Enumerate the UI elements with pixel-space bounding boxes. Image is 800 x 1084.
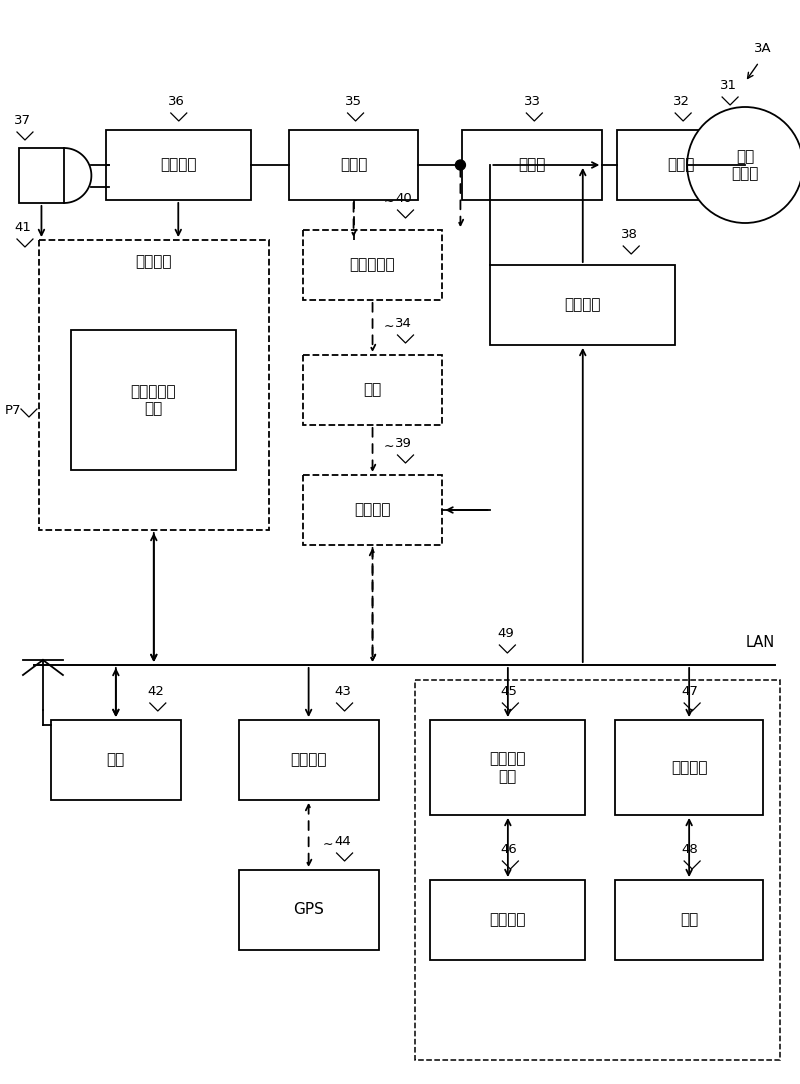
Text: 断路器: 断路器	[518, 157, 546, 172]
Text: 47: 47	[682, 685, 698, 698]
Text: ∼: ∼	[322, 838, 333, 851]
Bar	[302, 354, 442, 425]
Bar	[462, 130, 602, 201]
Text: GPS: GPS	[293, 903, 324, 917]
Text: 46: 46	[500, 843, 517, 856]
Text: 电流传感器: 电流传感器	[350, 258, 395, 272]
Bar	[71, 330, 236, 470]
Text: 导航控制: 导航控制	[290, 752, 327, 767]
Text: 45: 45	[500, 685, 517, 698]
Text: 充电控制: 充电控制	[135, 255, 172, 270]
Bar	[19, 149, 64, 203]
Text: 主体控制: 主体控制	[671, 760, 707, 775]
Text: 43: 43	[334, 685, 351, 698]
Bar	[430, 880, 586, 960]
Text: 断路器: 断路器	[340, 157, 367, 172]
Text: 电动
发电机: 电动 发电机	[731, 149, 758, 181]
Circle shape	[687, 107, 800, 223]
Text: 38: 38	[621, 228, 638, 241]
Text: 34: 34	[395, 317, 412, 330]
Bar	[302, 230, 442, 300]
Text: 32: 32	[673, 95, 690, 108]
Text: 42: 42	[147, 685, 164, 698]
Bar	[238, 720, 378, 800]
Text: 驱动控制: 驱动控制	[565, 297, 601, 312]
Text: 36: 36	[168, 95, 186, 108]
Text: 负荷: 负荷	[680, 913, 698, 928]
Text: 39: 39	[395, 437, 412, 450]
Text: 电池: 电池	[363, 383, 382, 398]
Text: 40: 40	[395, 192, 412, 205]
Text: 空气调节
控制: 空气调节 控制	[490, 751, 526, 784]
Bar	[238, 870, 378, 950]
Text: 充电电路: 充电电路	[160, 157, 197, 172]
Text: 标准耗电量
收集: 标准耗电量 收集	[130, 384, 176, 416]
Text: P7: P7	[5, 403, 21, 416]
Bar	[39, 240, 269, 530]
Text: 41: 41	[14, 221, 31, 234]
Bar	[430, 720, 586, 815]
Text: LAN: LAN	[746, 635, 774, 650]
Text: ∼: ∼	[383, 195, 394, 208]
Text: 49: 49	[497, 627, 514, 640]
Bar	[51, 720, 181, 800]
Text: 35: 35	[345, 95, 362, 108]
Bar	[618, 130, 745, 201]
Bar	[490, 264, 675, 345]
Bar	[615, 880, 763, 960]
Bar	[615, 720, 763, 815]
Text: 通信: 通信	[106, 752, 125, 767]
Text: 3A: 3A	[754, 41, 772, 54]
Bar	[302, 475, 442, 545]
Text: 空气调节: 空气调节	[490, 913, 526, 928]
Text: 31: 31	[719, 79, 737, 92]
Circle shape	[455, 160, 466, 170]
Text: 逆变器: 逆变器	[667, 157, 695, 172]
Text: ∼: ∼	[383, 320, 394, 333]
Bar	[415, 680, 780, 1060]
Text: 33: 33	[524, 95, 541, 108]
Bar	[289, 130, 418, 201]
Bar	[106, 130, 250, 201]
Text: ∼: ∼	[383, 440, 394, 453]
Text: 电池控制: 电池控制	[354, 503, 390, 517]
Text: 37: 37	[14, 114, 31, 127]
Text: 44: 44	[334, 835, 351, 848]
Text: 48: 48	[682, 843, 698, 856]
